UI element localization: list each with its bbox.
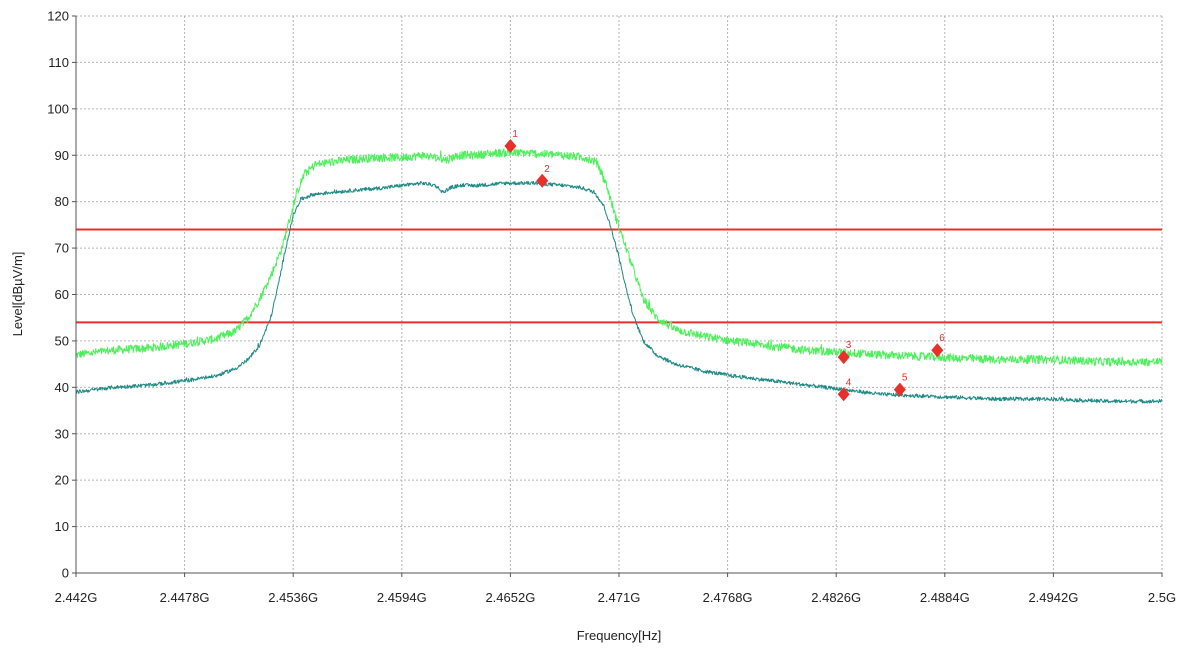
y-tick-label: 50 bbox=[55, 333, 69, 348]
marker-2 bbox=[536, 173, 549, 188]
data-series bbox=[75, 148, 1163, 404]
x-axis-title: Frequency[Hz] bbox=[577, 628, 662, 643]
y-tick-label: 110 bbox=[48, 55, 69, 70]
marker-1 bbox=[504, 138, 517, 153]
x-tick-label: 2.4942G bbox=[1028, 590, 1078, 605]
x-tick-label: 2.4826G bbox=[811, 590, 861, 605]
marker-label: 1 bbox=[512, 129, 518, 140]
y-tick-label: 90 bbox=[55, 148, 69, 163]
x-tick-label: 2.4884G bbox=[920, 590, 970, 605]
y-tick-label: 40 bbox=[55, 380, 69, 395]
marker-3 bbox=[837, 350, 850, 365]
x-tick-label: 2.5G bbox=[1148, 590, 1176, 605]
marker-label: 2 bbox=[544, 164, 550, 175]
x-tick-label: 2.471G bbox=[598, 590, 641, 605]
marker-6 bbox=[931, 343, 944, 358]
series-line-2 bbox=[75, 180, 1163, 404]
y-axis-ticks: 0 10 20 30 40 50 60 70 80 90 100 110 120 bbox=[47, 9, 76, 581]
marker-5 bbox=[893, 382, 906, 397]
x-tick-label: 2.4536G bbox=[268, 590, 318, 605]
x-tick-label: 2.4478G bbox=[160, 590, 210, 605]
y-tick-label: 120 bbox=[47, 9, 69, 24]
y-tick-label: 30 bbox=[55, 426, 69, 441]
y-tick-label: 80 bbox=[55, 194, 69, 209]
grid-lines bbox=[76, 15, 1163, 573]
marker-label: 3 bbox=[846, 340, 852, 351]
x-axis-ticks: 2.442G 2.4478G 2.4536G 2.4594G 2.4652G 2.471G… bbox=[55, 573, 1176, 605]
series-line-1 bbox=[75, 148, 1163, 367]
x-tick-label: 2.4768G bbox=[703, 590, 753, 605]
y-tick-label: 0 bbox=[62, 566, 69, 581]
x-tick-label: 2.4652G bbox=[485, 590, 535, 605]
marker-label: 4 bbox=[846, 377, 852, 388]
markers: 1 2 3 4 5 6 bbox=[504, 129, 945, 402]
marker-label: 6 bbox=[939, 333, 945, 344]
marker-4 bbox=[837, 387, 850, 402]
y-tick-label: 70 bbox=[55, 241, 69, 256]
y-tick-label: 60 bbox=[55, 287, 69, 302]
y-tick-label: 100 bbox=[47, 101, 69, 116]
marker-label: 5 bbox=[902, 373, 908, 384]
y-tick-label: 10 bbox=[55, 519, 69, 534]
x-tick-label: 2.442G bbox=[55, 590, 98, 605]
x-tick-label: 2.4594G bbox=[377, 590, 427, 605]
y-tick-label: 20 bbox=[55, 473, 69, 488]
y-axis-title: Level[dBµV/m] bbox=[10, 252, 25, 337]
